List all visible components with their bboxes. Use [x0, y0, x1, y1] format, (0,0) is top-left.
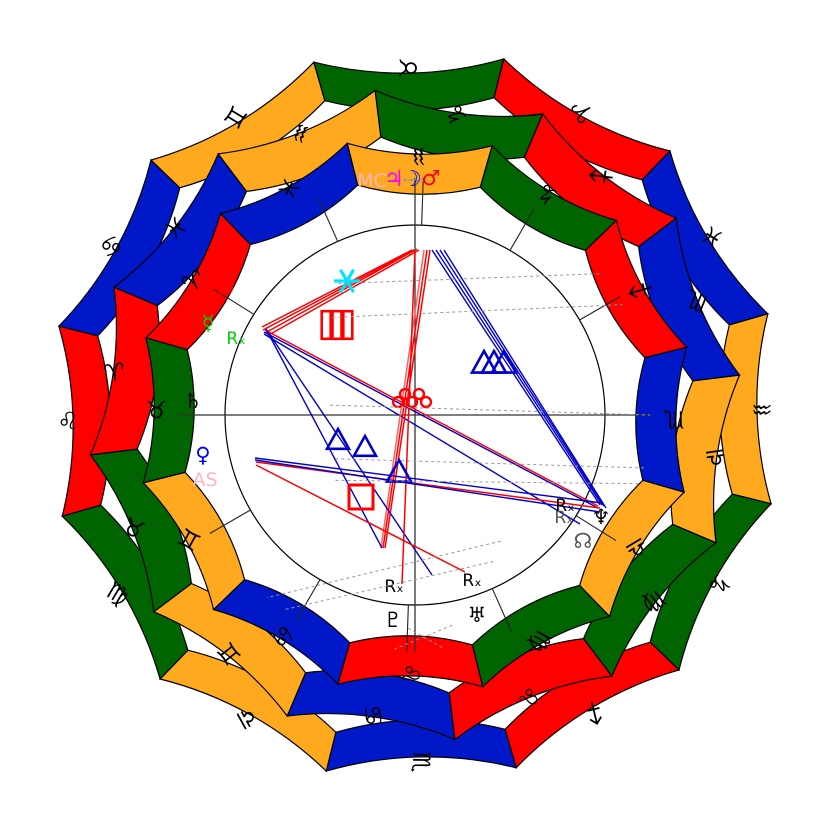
- aspect-line-opposition: [261, 249, 413, 328]
- planet-pluto-glyph[interactable]: ♇ Rₓ: [384, 577, 444, 649]
- retrograde-marker: Rₓ: [462, 571, 481, 591]
- aspect-line-trine: [263, 331, 599, 509]
- svg-text:♃: ♃: [384, 167, 404, 192]
- svg-text:♄: ♄: [184, 389, 203, 413]
- planet-pointer-tick: [338, 273, 603, 285]
- aspect-marker-trine[interactable]: [384, 457, 414, 483]
- svg-text:MC: MC: [357, 170, 387, 192]
- planet-venus-glyph[interactable]: ♀: [195, 443, 644, 469]
- house-cusp-line-11: [509, 209, 534, 251]
- zodiac-segment-aries[interactable]: [89, 286, 160, 456]
- planet-pointer-tick: [403, 178, 428, 181]
- planet-pointer-tick: [266, 540, 501, 599]
- retrograde-marker: Rₓ: [226, 329, 245, 349]
- zodiac-glyph-capricorn: ♑: [442, 102, 473, 127]
- planet-saturn-glyph[interactable]: ♄: [184, 389, 651, 416]
- retrograde-marker: Rₓ: [554, 508, 573, 528]
- planet-mc-glyph[interactable]: MC: [357, 170, 438, 192]
- svg-text:♂: ♂: [422, 166, 441, 190]
- aspect-line-trine: [435, 249, 603, 506]
- aspect-line-trine: [265, 328, 383, 549]
- planet-moon-glyph[interactable]: ☽: [402, 167, 422, 192]
- house-cusp-line-5: [296, 579, 321, 621]
- planet-mars-glyph[interactable]: ♂: [402, 166, 441, 190]
- aspect-marker-conjunction[interactable]: [391, 387, 433, 409]
- planet-jupiter-glyph[interactable]: ♃: [384, 167, 428, 192]
- planet-sun-glyph[interactable]: ☉: [215, 273, 603, 301]
- aspect-line-trine: [263, 333, 581, 525]
- aspect-line-trine: [254, 457, 603, 504]
- zodiac-glyph-scorpio: ♏: [662, 405, 684, 433]
- zodiac-glyph-leo: ♌: [396, 662, 424, 684]
- planet-pointer-tick: [391, 179, 438, 182]
- house-cusp-line-9: [318, 198, 339, 242]
- zodiac-glyph-leo: ♌: [57, 407, 79, 435]
- planet-glyph-group: MC♃☽ ♂☉☿Rₓ♄♀AS♇Rₓ♅Rₓ☊Rₓ ♆Rₓ: [184, 166, 651, 650]
- aspect-line-square: [255, 461, 601, 509]
- aspect-line-trine: [443, 249, 607, 509]
- outer-ring: ♋♊♉♈♓♒♑♐♏♎♍♌: [57, 57, 773, 773]
- house-cusp-line-3: [491, 588, 512, 632]
- aspect-line-square: [255, 464, 466, 573]
- house-cusp-line-12: [579, 296, 621, 321]
- retrograde-marker: Rₓ: [555, 496, 574, 516]
- svg-text:☿: ☿: [202, 311, 215, 335]
- aspect-line-square: [401, 249, 416, 585]
- aspect-marker-square[interactable]: [347, 483, 375, 511]
- zodiac-glyph-aquarius: ♒: [751, 395, 773, 423]
- house-cusp-line-6: [209, 509, 251, 534]
- middle-ring: ♓♒♑♐♏♎♍♌♋♊♉♈: [89, 89, 741, 741]
- aspect-marker-trine[interactable]: [324, 426, 352, 451]
- zodiac-glyph-scorpio: ♏: [407, 751, 435, 773]
- aspect-line-opposition: [262, 249, 415, 331]
- svg-text:☉: ☉: [215, 276, 235, 301]
- svg-text:♅: ♅: [468, 603, 487, 627]
- planet-northnode-glyph[interactable]: ☊Rₓ: [283, 508, 593, 611]
- svg-text:♇: ♇: [384, 608, 403, 632]
- planet-pointer-tick: [332, 304, 623, 318]
- aspect-lines-group: [254, 248, 607, 585]
- aspect-line-trine: [439, 249, 605, 507]
- zodiac-glyph-cancer: ♋: [357, 703, 388, 728]
- zodiac-glyph-taurus: ♉: [395, 57, 423, 79]
- planet-mercury-glyph[interactable]: ☿ Rₓ: [202, 304, 623, 349]
- planet-pointer-tick: [394, 624, 453, 650]
- retrograde-marker: Rₓ: [384, 577, 403, 597]
- svg-text:☽: ☽: [402, 167, 422, 192]
- house-cusp-line-2: [575, 515, 617, 542]
- svg-text:AS: AS: [192, 469, 217, 491]
- aspect-line-trine: [254, 459, 601, 513]
- house-cusp-line-8: [213, 288, 255, 315]
- planet-pointer-tick: [330, 404, 651, 416]
- zodiac-glyph-libra: ♎: [703, 442, 728, 473]
- svg-text:♆: ♆: [592, 505, 611, 529]
- zodiac-glyph-taurus: ♉: [146, 396, 168, 424]
- planet-neptune-glyph[interactable]: ♆ Rₓ: [266, 496, 611, 599]
- planet-pointer-tick: [335, 479, 640, 485]
- planet-pointer-tick: [407, 627, 444, 649]
- aspect-marker-trine[interactable]: [351, 433, 379, 458]
- aspect-marker-sextile[interactable]: [334, 268, 360, 294]
- inner-ring: ♈♓♒♑♐♏♎♍♌♋♊♉: [142, 142, 688, 688]
- aspect-marker-opposition[interactable]: [320, 309, 354, 341]
- zodiac-glyph-aries: ♈: [102, 357, 127, 388]
- svg-text:☊: ☊: [574, 529, 593, 553]
- aspect-marker-trine[interactable]: [489, 348, 519, 374]
- planet-uranus-glyph[interactable]: ♅ Rₓ: [394, 571, 487, 650]
- aspect-markers-group: [320, 268, 519, 511]
- aspect-line-opposition: [266, 249, 420, 337]
- house-cusp-line-10: [421, 178, 424, 226]
- planet-as-glyph[interactable]: AS: [192, 469, 640, 491]
- aspect-line-trine: [431, 249, 601, 506]
- svg-text:♀: ♀: [195, 443, 210, 467]
- zodiac-segment-taurus[interactable]: [142, 336, 195, 484]
- zodiac-glyph-aquarius: ♒: [405, 146, 433, 168]
- aspect-line-square: [264, 329, 599, 507]
